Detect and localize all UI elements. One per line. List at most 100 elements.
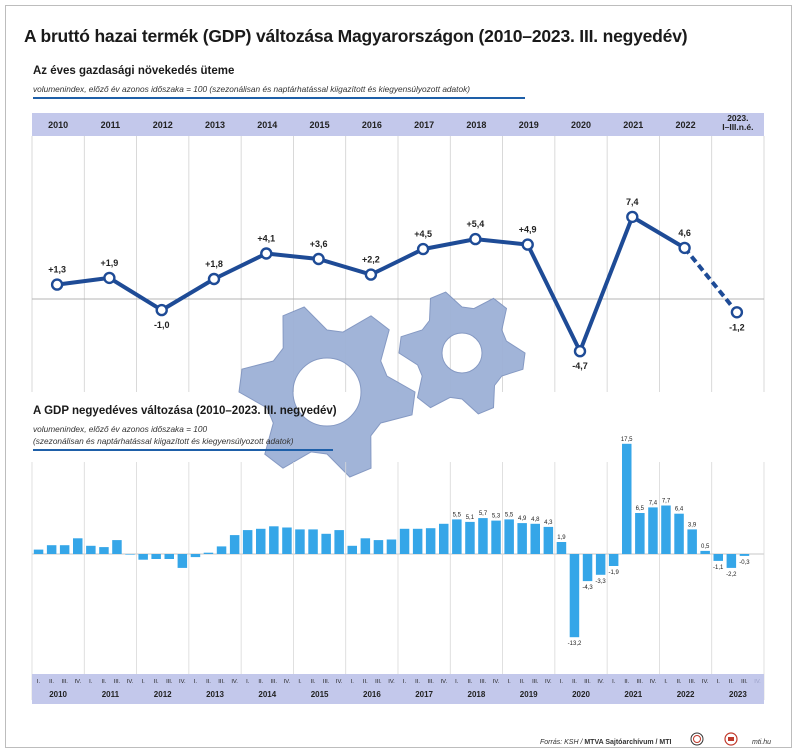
quarter-tick-label: I. [194,679,198,685]
quarter-bar-label: 5,7 [479,511,488,517]
quarter-bar-label: -3,3 [595,579,606,585]
year-label: 2015 [310,120,330,130]
annual-point [573,345,587,358]
quarter-bar [373,540,384,554]
annual-point [521,238,534,251]
quarter-bar [412,528,423,554]
quarter-tick-label: I. [403,679,407,685]
quarterly-underline [33,449,333,451]
year-label: 2011 [101,120,121,130]
quarter-bar [661,505,671,554]
year-label: 2023. I–III.n.é. [722,113,753,132]
quarter-bar [674,513,684,554]
quarter-year-label: 2021 [624,690,642,699]
quarter-bar [556,542,567,554]
annual-point-label: +1,8 [205,259,223,269]
quarter-tick-label: I. [560,679,564,685]
annual-point [207,272,221,286]
annual-underline [33,97,525,99]
annual-point [260,247,273,260]
quarter-bar-label: 3,9 [688,522,697,528]
quarter-tick-label: II. [258,679,263,685]
year-band-bg [32,113,764,136]
quarter-bar-label: 4,8 [531,517,540,523]
quarter-bar [242,530,253,554]
quarter-tick-label: III. [323,679,330,685]
small-gear-icon [398,291,526,415]
footer-url: mti.hu [752,739,772,746]
annual-point-label: -1,2 [729,322,745,332]
quarter-year-label: 2017 [415,690,433,699]
quarter-bar-label: -13,2 [568,641,582,647]
quarter-bar [622,443,632,555]
quarter-tick-label: III. [166,679,173,685]
quarter-bar [229,535,240,554]
annual-points [50,210,744,358]
quarter-bar [399,528,410,554]
annual-point-label: +4,9 [519,225,537,235]
quarter-tick-label: I. [612,679,616,685]
quarter-bar [295,529,305,554]
quarter-bar [216,546,227,554]
quarter-tick-label: IV. [231,679,238,685]
quarter-tick-label: II. [154,679,159,685]
quarter-bar [465,521,475,554]
quarter-year-label: 2015 [311,690,329,699]
quarter-tick-label: III. [480,679,487,685]
quarter-tick-label: II. [467,679,472,685]
quarter-bar [269,526,279,554]
quarter-year-label: 2014 [258,690,276,699]
quarter-tick-label: I. [246,679,250,685]
quarter-bar-label: -0,3 [739,560,750,566]
quarter-tick-label: I. [455,679,459,685]
quarter-bar [700,550,710,554]
quarter-tick-label: II. [206,679,211,685]
quarter-tick-label: IV. [545,679,552,685]
quarter-year-label: 2016 [363,690,381,699]
quarter-tick-label: III. [375,679,382,685]
year-header-band: 2010 2011 2012 2013 2014 2015 2016 2017 2018 2019… [32,113,764,136]
quarter-bar [46,545,57,554]
annual-point-label: -1,0 [154,320,170,330]
quarterly-subtitle: A GDP negyedéves változása (2010–2023. I… [33,405,337,417]
quarter-tick-label: I. [89,679,93,685]
annual-subtitle: Az éves gazdasági növekedés üteme [33,65,235,77]
quarter-year-label: 2012 [154,690,172,699]
quarter-bar [739,554,750,556]
quarter-bar [543,526,554,554]
quarter-tick-label: III. [114,679,121,685]
year-label: 2020 [571,120,591,130]
quarter-bar-label: 1,9 [557,535,566,541]
quarter-bar [308,529,318,554]
gear-decoration [238,291,526,478]
mti-logo [724,732,738,746]
quarter-bar-label: 0,5 [701,544,710,550]
quarter-year-label: 2022 [677,690,695,699]
quarter-tick-label: III. [689,679,696,685]
annual-point-label: +4,5 [414,229,432,239]
quarter-bar [569,554,580,638]
annual-point [469,232,482,246]
quarter-tick-label: II. [729,679,734,685]
quarter-bar [138,554,148,560]
quarterly-note-2: (szezonálisan és naptárhatással kiigazít… [33,436,294,446]
quarter-bar [203,552,214,554]
quarter-bar-label: 6,5 [636,506,645,512]
quarter-tick-label: I. [717,679,721,685]
quarter-tick-label: III. [427,679,434,685]
year-label: 2013 [205,120,225,130]
annual-point [155,303,168,317]
quarter-bar [386,539,397,554]
footer-source-bold: MTVA Sajtóarchívum / MTI [584,739,672,746]
year-label: 2019 [519,120,539,130]
quarter-tick-label: IV. [284,679,291,685]
quarter-bar-label: 5,5 [453,512,462,518]
quarter-tick-label: IV. [388,679,395,685]
year-label: 2018 [466,120,486,130]
quarter-bar-label: -1,1 [713,565,724,571]
quarter-bar-label: 4,9 [518,516,527,522]
quarter-bar [648,507,658,554]
quarter-bar-label: -1,9 [609,570,620,576]
quarter-bar [125,554,135,555]
